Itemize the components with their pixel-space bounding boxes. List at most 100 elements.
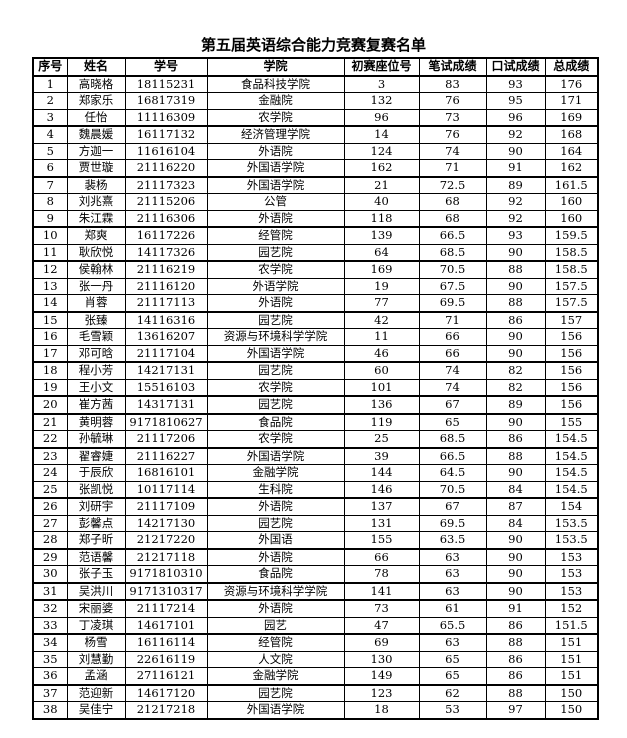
cell-written: 70.5 — [418, 260, 487, 279]
cell-college: 园艺院 — [206, 311, 345, 329]
col-header-oral: 口试成绩 — [485, 57, 546, 77]
cell-name: 程小芳 — [66, 361, 126, 380]
cell-college: 金融学院 — [206, 464, 345, 482]
cell-college: 公管 — [206, 193, 345, 211]
cell-student-id: 21116227 — [124, 447, 208, 465]
cell-student-id: 21116120 — [124, 277, 208, 295]
cell-index: 32 — [32, 599, 68, 618]
cell-seat: 73 — [343, 599, 420, 618]
cell-oral: 93 — [485, 75, 546, 93]
cell-total: 169 — [544, 108, 599, 127]
cell-total: 154 — [544, 497, 599, 516]
cell-oral: 86 — [485, 650, 546, 668]
cell-college: 园艺院 — [206, 361, 345, 380]
cell-written: 71 — [418, 159, 487, 178]
cell-index: 10 — [32, 226, 68, 245]
cell-oral: 86 — [485, 430, 546, 449]
cell-college: 园艺院 — [206, 243, 345, 262]
table-row: 26 刘研宇 21117109 外语院 137 67 87 154 — [32, 497, 599, 516]
table-row: 32 宋丽婆 21117214 外语院 73 61 91 152 — [32, 599, 599, 618]
cell-written: 68.5 — [418, 430, 487, 449]
table-row: 8 刘兆熹 21115206 公管 40 68 92 160 — [32, 193, 599, 211]
cell-seat: 149 — [343, 667, 420, 686]
cell-seat: 77 — [343, 294, 420, 313]
table-row: 7 裴杨 21117323 外国语学院 21 72.5 89 161.5 — [32, 176, 599, 194]
cell-index: 20 — [32, 395, 68, 415]
cell-oral: 82 — [485, 361, 546, 380]
document-title: 第五届英语综合能力竞赛复赛名单 — [200, 36, 426, 54]
cell-seat: 136 — [343, 395, 420, 415]
table-row: 6 贾世璇 21116220 外国语学院 162 71 91 162 — [32, 159, 599, 178]
cell-written: 65 — [418, 667, 487, 686]
cell-college: 园艺院 — [206, 684, 345, 702]
table-row: 27 彭馨点 14217130 园艺院 131 69.5 84 153.5 — [32, 514, 599, 532]
cell-index: 21 — [32, 413, 68, 431]
table-row: 33 丁凌琪 14617101 园艺 47 65.5 86 151.5 — [32, 616, 599, 635]
cell-college: 食品院 — [206, 413, 345, 431]
cell-college: 外国语学院 — [206, 176, 345, 194]
table-row: 22 孙毓琳 21117206 农学院 25 68.5 86 154.5 — [32, 430, 599, 449]
cell-student-id: 9171810310 — [124, 565, 208, 584]
cell-student-id: 16117132 — [124, 125, 208, 144]
cell-name: 张一丹 — [66, 277, 126, 295]
finalist-table: 序号 姓名 学号 学院 初赛座位号 笔试成绩 口试成绩 总成绩 1 高晓格 18115231 食品科… — [32, 57, 599, 720]
cell-oral: 90 — [485, 142, 546, 160]
cell-written: 69.5 — [418, 294, 487, 313]
cell-seat: 131 — [343, 514, 420, 532]
cell-student-id: 14317131 — [124, 395, 208, 415]
cell-oral: 88 — [485, 633, 546, 652]
cell-oral: 89 — [485, 176, 546, 194]
cell-college: 园艺院 — [206, 395, 345, 415]
table-row: 23 翟睿婕 21116227 外国语学院 39 66.5 88 154.5 — [32, 447, 599, 465]
cell-name: 郑子昕 — [66, 531, 126, 550]
cell-index: 36 — [32, 667, 68, 686]
cell-college: 经管院 — [206, 633, 345, 652]
cell-college: 外国语 — [206, 531, 345, 550]
cell-name: 刘研宇 — [66, 497, 126, 516]
cell-student-id: 14617101 — [124, 616, 208, 635]
cell-student-id: 14116316 — [124, 311, 208, 329]
cell-seat: 119 — [343, 413, 420, 431]
cell-written: 64.5 — [418, 464, 487, 482]
cell-oral: 97 — [485, 701, 546, 720]
cell-oral: 84 — [485, 514, 546, 532]
cell-name: 贾世璇 — [66, 159, 126, 178]
cell-total: 151.5 — [544, 616, 599, 635]
cell-name: 宋丽婆 — [66, 599, 126, 618]
cell-seat: 146 — [343, 480, 420, 499]
cell-seat: 21 — [343, 176, 420, 194]
cell-written: 72.5 — [418, 176, 487, 194]
cell-seat: 132 — [343, 92, 420, 110]
cell-oral: 84 — [485, 480, 546, 499]
cell-student-id: 21116306 — [124, 209, 208, 228]
cell-student-id: 21117323 — [124, 176, 208, 194]
cell-oral: 89 — [485, 395, 546, 415]
cell-written: 68 — [418, 209, 487, 228]
cell-oral: 95 — [485, 92, 546, 110]
cell-college: 外语院 — [206, 142, 345, 160]
cell-name: 张臻 — [66, 311, 126, 329]
cell-seat: 42 — [343, 311, 420, 329]
cell-index: 3 — [32, 108, 68, 127]
cell-index: 17 — [32, 344, 68, 363]
cell-seat: 25 — [343, 430, 420, 449]
cell-index: 22 — [32, 430, 68, 449]
cell-total: 153 — [544, 565, 599, 584]
cell-index: 38 — [32, 701, 68, 720]
cell-college: 资源与环境科学学院 — [206, 582, 345, 601]
col-header-college: 学院 — [206, 57, 345, 77]
cell-college: 外国语学院 — [206, 447, 345, 465]
cell-written: 63 — [418, 565, 487, 584]
cell-oral: 88 — [485, 294, 546, 313]
cell-name: 吴洪川 — [66, 582, 126, 601]
cell-oral: 82 — [485, 378, 546, 397]
cell-seat: 60 — [343, 361, 420, 380]
table-row: 19 王小文 15516103 农学院 101 74 82 156 — [32, 378, 599, 397]
cell-name: 高晓格 — [66, 75, 126, 93]
cell-name: 黄明蓉 — [66, 413, 126, 431]
cell-student-id: 15516103 — [124, 378, 208, 397]
table-row: 29 范语馨 21217118 外语院 66 63 90 153 — [32, 548, 599, 566]
cell-written: 74 — [418, 142, 487, 160]
table-row: 20 崔方茜 14317131 园艺院 136 67 89 156 — [32, 395, 599, 415]
cell-oral: 92 — [485, 193, 546, 211]
